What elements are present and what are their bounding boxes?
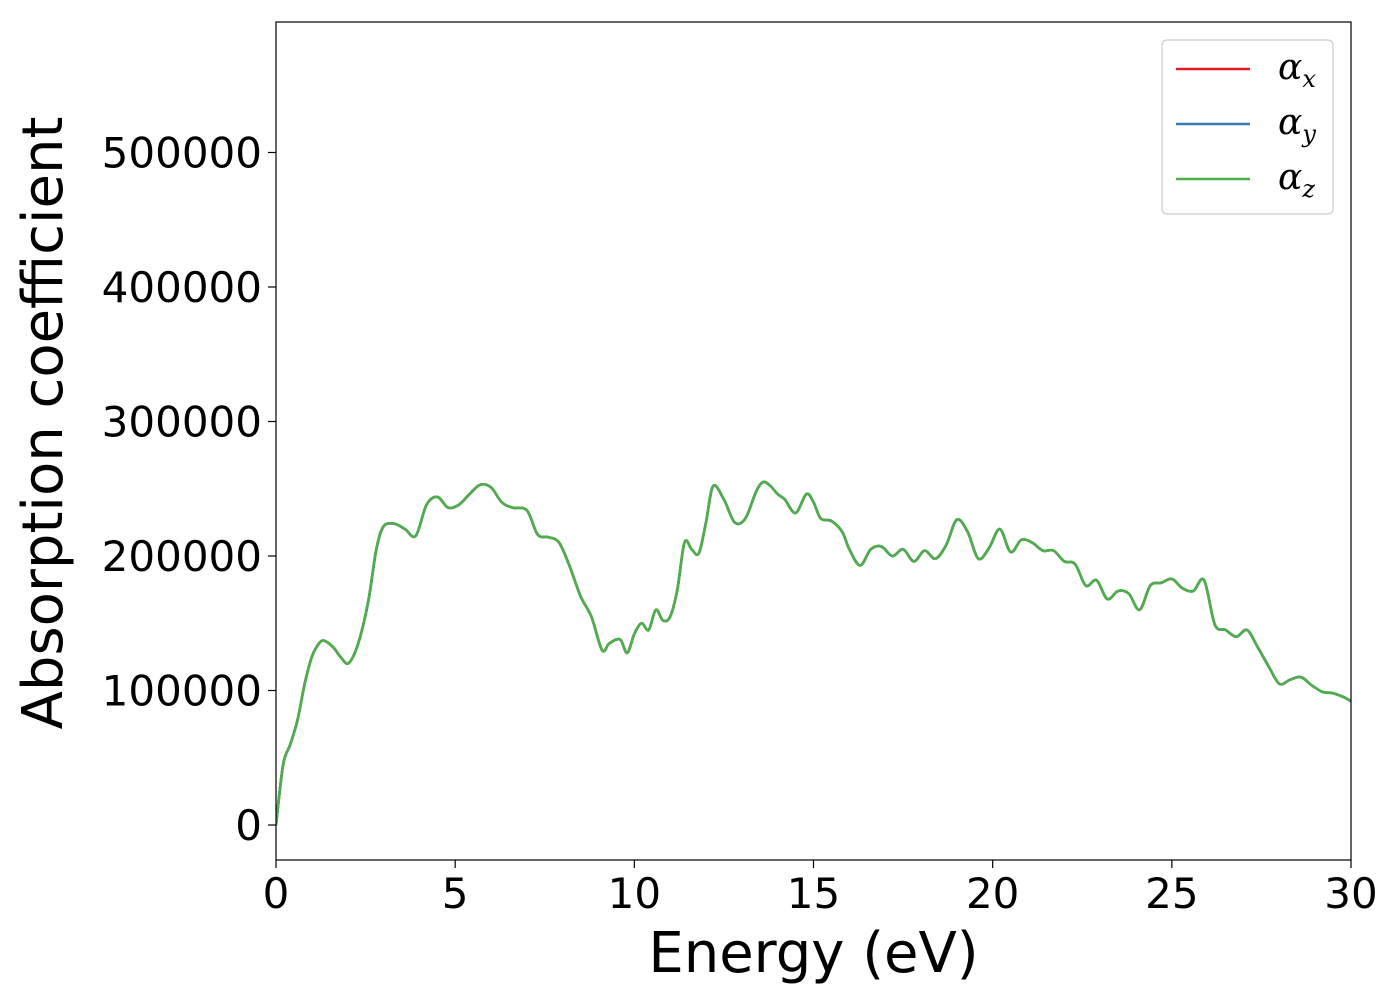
legend-symbol: α xyxy=(1278,102,1302,143)
x-tick-label: 20 xyxy=(966,869,1019,918)
x-axis: 0 5 10 15 20 25 30 xyxy=(263,860,1378,918)
plot-area xyxy=(276,480,1351,826)
y-tick-label: 400000 xyxy=(102,263,262,312)
legend-label: αy xyxy=(1278,102,1316,148)
y-tick-label: 100000 xyxy=(102,667,262,716)
x-axis-title: Energy (eV) xyxy=(648,921,978,986)
y-tick-label: 0 xyxy=(235,801,262,850)
series-line-α-y xyxy=(276,480,1351,826)
y-tick-label: 300000 xyxy=(102,397,262,446)
x-tick-label: 30 xyxy=(1324,869,1377,918)
legend-subscript: y xyxy=(1301,120,1316,148)
y-axis: 0 100000 200000 300000 400000 500000 xyxy=(102,128,276,850)
legend-label: αz xyxy=(1278,157,1315,203)
legend-symbol: α xyxy=(1278,157,1302,198)
x-tick-label: 15 xyxy=(787,869,840,918)
y-axis-title: Absorption coefficient xyxy=(11,117,76,730)
x-tick-label: 25 xyxy=(1145,869,1198,918)
x-tick-label: 0 xyxy=(263,869,290,918)
series-line-α-z xyxy=(276,480,1351,826)
y-tick-label: 200000 xyxy=(102,532,262,581)
legend-subscript: z xyxy=(1301,175,1315,203)
series-line-α-x xyxy=(276,480,1351,826)
x-tick-label: 5 xyxy=(442,869,469,918)
legend-box xyxy=(1161,39,1334,215)
legend-symbol: α xyxy=(1278,47,1302,88)
legend-subscript: x xyxy=(1302,65,1316,93)
x-tick-label: 10 xyxy=(608,869,661,918)
y-tick-label: 500000 xyxy=(102,128,262,177)
legend-label: αx xyxy=(1278,47,1316,93)
